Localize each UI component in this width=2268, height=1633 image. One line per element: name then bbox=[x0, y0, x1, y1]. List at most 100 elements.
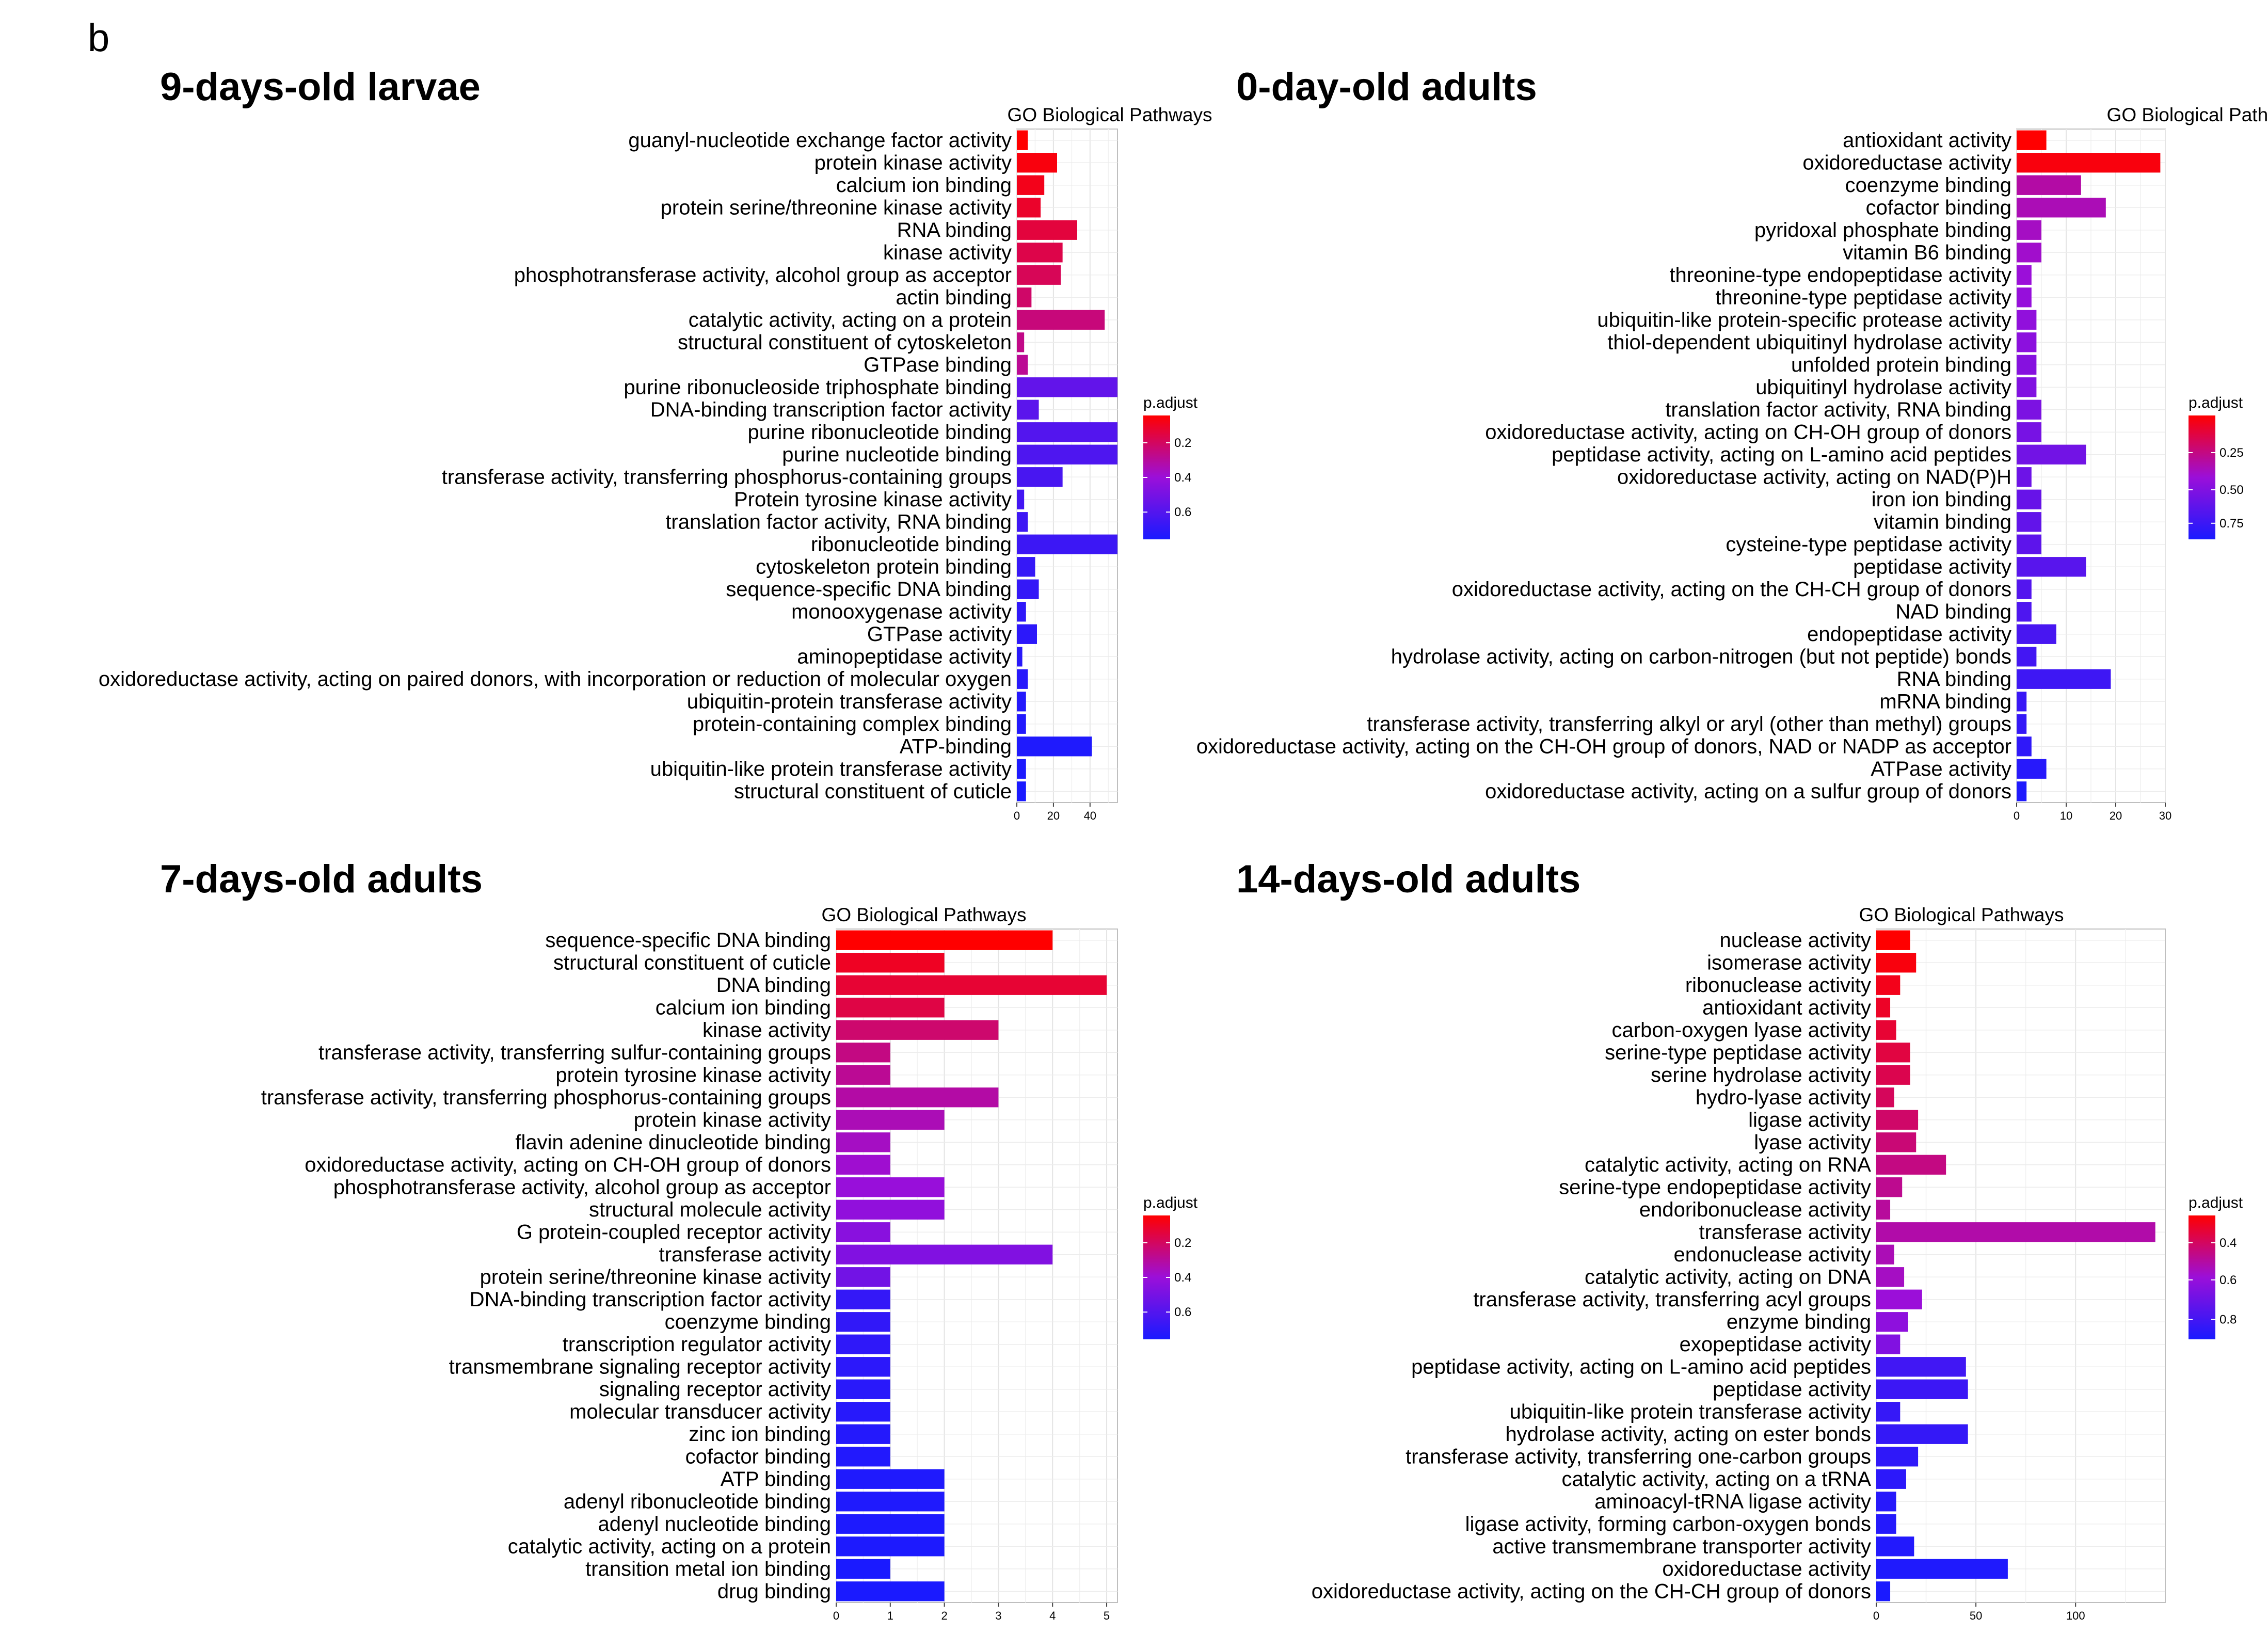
category-label: structural constituent of cuticle bbox=[734, 780, 1012, 803]
category-label: catalytic activity, acting on a protein bbox=[689, 309, 1012, 331]
x-tick-label: 2 bbox=[941, 1609, 947, 1622]
bar bbox=[1017, 647, 1023, 667]
legend-tick-label: 0.4 bbox=[2219, 1236, 2237, 1250]
bar bbox=[2017, 153, 2161, 173]
category-label: purine nucleotide binding bbox=[782, 443, 1012, 466]
category-label: NAD binding bbox=[1895, 600, 2011, 623]
bar bbox=[836, 1514, 945, 1534]
category-label: ATP binding bbox=[721, 1468, 831, 1491]
bar bbox=[1017, 737, 1092, 757]
category-label: purine ribonucleotide binding bbox=[748, 421, 1012, 443]
bar bbox=[1876, 1424, 1968, 1444]
bar bbox=[836, 1492, 945, 1512]
legend-tick-label: 0.2 bbox=[1174, 1236, 1191, 1250]
category-label: calcium ion binding bbox=[656, 996, 831, 1019]
x-tick-label: 0 bbox=[2014, 809, 2020, 822]
bar bbox=[1017, 377, 1117, 397]
category-label: transferase activity, transferring alkyl… bbox=[1367, 713, 2011, 735]
category-label: aminoacyl-tRNA ligase activity bbox=[1594, 1490, 1871, 1513]
bar bbox=[1017, 153, 1057, 173]
x-tick-label: 20 bbox=[2110, 809, 2122, 822]
plot-title: GO Biological Pathways bbox=[822, 904, 1027, 925]
category-label: catalytic activity, acting on a protein bbox=[508, 1535, 831, 1558]
legend-colorbar bbox=[2189, 415, 2215, 539]
bar bbox=[1876, 1199, 1891, 1220]
bar bbox=[2017, 534, 2041, 554]
category-label: ligase activity bbox=[1748, 1109, 1871, 1131]
plot-panel bbox=[836, 928, 1118, 1603]
bar bbox=[2017, 647, 2037, 667]
bar bbox=[1876, 1244, 1894, 1264]
panel-title-0-day-adults: 0-day-old adults bbox=[1236, 65, 1537, 109]
x-tick-label: 40 bbox=[1084, 809, 1096, 822]
category-label: Protein tyrosine kinase activity bbox=[734, 488, 1012, 511]
category-label: RNA binding bbox=[1897, 668, 2011, 691]
bar bbox=[2017, 444, 2086, 465]
bar bbox=[1017, 602, 1026, 622]
bar bbox=[1876, 1043, 1910, 1063]
bar bbox=[2017, 220, 2041, 240]
x-tick-label: 0 bbox=[833, 1609, 839, 1622]
chart-3: GO Biological Pathways nuclease activityi… bbox=[1312, 904, 2243, 1622]
category-label: catalytic activity, acting on RNA bbox=[1585, 1154, 1871, 1176]
bar bbox=[836, 975, 1107, 995]
legend-colorbar bbox=[2189, 1215, 2215, 1339]
bar bbox=[836, 1469, 945, 1489]
bar bbox=[1876, 953, 1916, 973]
x-tick-label: 4 bbox=[1049, 1609, 1056, 1622]
legend-tick-label: 0.25 bbox=[2219, 446, 2244, 460]
bar bbox=[1876, 1402, 1900, 1422]
category-label: structural constituent of cuticle bbox=[553, 951, 831, 974]
legend-tick-label: 0.4 bbox=[1174, 471, 1191, 485]
bar bbox=[1876, 930, 1910, 950]
category-label: cofactor binding bbox=[1866, 196, 2011, 219]
category-label: endoribonuclease activity bbox=[1639, 1198, 1871, 1221]
category-label: ubiquitinyl hydrolase activity bbox=[1755, 376, 2011, 398]
category-label: transferase activity bbox=[659, 1243, 831, 1266]
bar bbox=[836, 1087, 999, 1108]
bar bbox=[1017, 130, 1028, 150]
category-label: transferase activity, transferring phosp… bbox=[442, 466, 1012, 488]
category-label: ribonuclease activity bbox=[1685, 974, 1871, 997]
category-label: vitamin binding bbox=[1874, 510, 2011, 533]
bar bbox=[836, 1289, 890, 1309]
category-label: protein tyrosine kinase activity bbox=[555, 1064, 831, 1086]
bar bbox=[1876, 1222, 2155, 1242]
bar bbox=[1876, 1581, 1891, 1602]
bar bbox=[1876, 1087, 1894, 1108]
bar bbox=[836, 1357, 890, 1377]
category-label: molecular transducer activity bbox=[569, 1400, 831, 1423]
category-label: oxidoreductase activity bbox=[1802, 151, 2011, 174]
category-label: phosphotransferase activity, alcohol gro… bbox=[333, 1176, 831, 1198]
category-label: cofactor binding bbox=[685, 1445, 831, 1468]
plot-title: GO Biological Pathways bbox=[1859, 904, 2064, 925]
legend-tick-label: 0.4 bbox=[1174, 1271, 1191, 1285]
bar bbox=[1876, 1312, 1908, 1332]
bar bbox=[1017, 467, 1063, 487]
category-label: active transmembrane transporter activit… bbox=[1492, 1535, 1871, 1558]
category-label: flavin adenine dinucleotide binding bbox=[515, 1131, 831, 1154]
bar bbox=[2017, 714, 2027, 734]
bar bbox=[1017, 512, 1028, 532]
bar bbox=[2017, 602, 2032, 622]
bar bbox=[2017, 512, 2041, 532]
category-label: ATP-binding bbox=[900, 735, 1012, 758]
bar bbox=[2017, 287, 2032, 308]
bar bbox=[1876, 1020, 1896, 1040]
x-tick-label: 0 bbox=[1014, 809, 1020, 822]
bar bbox=[1017, 781, 1026, 802]
figure-letter: b bbox=[88, 16, 110, 60]
bar bbox=[836, 1267, 890, 1287]
bar bbox=[836, 1222, 890, 1242]
bar bbox=[2017, 355, 2037, 375]
bar bbox=[836, 1244, 1053, 1264]
category-label: drug binding bbox=[717, 1580, 831, 1603]
bar bbox=[1876, 998, 1891, 1018]
bar bbox=[2017, 175, 2081, 195]
x-tick-label: 50 bbox=[1970, 1609, 1982, 1622]
bar bbox=[836, 1155, 890, 1175]
legend-title: p.adjust bbox=[2189, 1194, 2243, 1211]
bar bbox=[2017, 243, 2041, 263]
category-label: oxidoreductase activity, acting on paire… bbox=[99, 668, 1012, 691]
category-label: guanyl-nucleotide exchange factor activi… bbox=[628, 129, 1012, 152]
